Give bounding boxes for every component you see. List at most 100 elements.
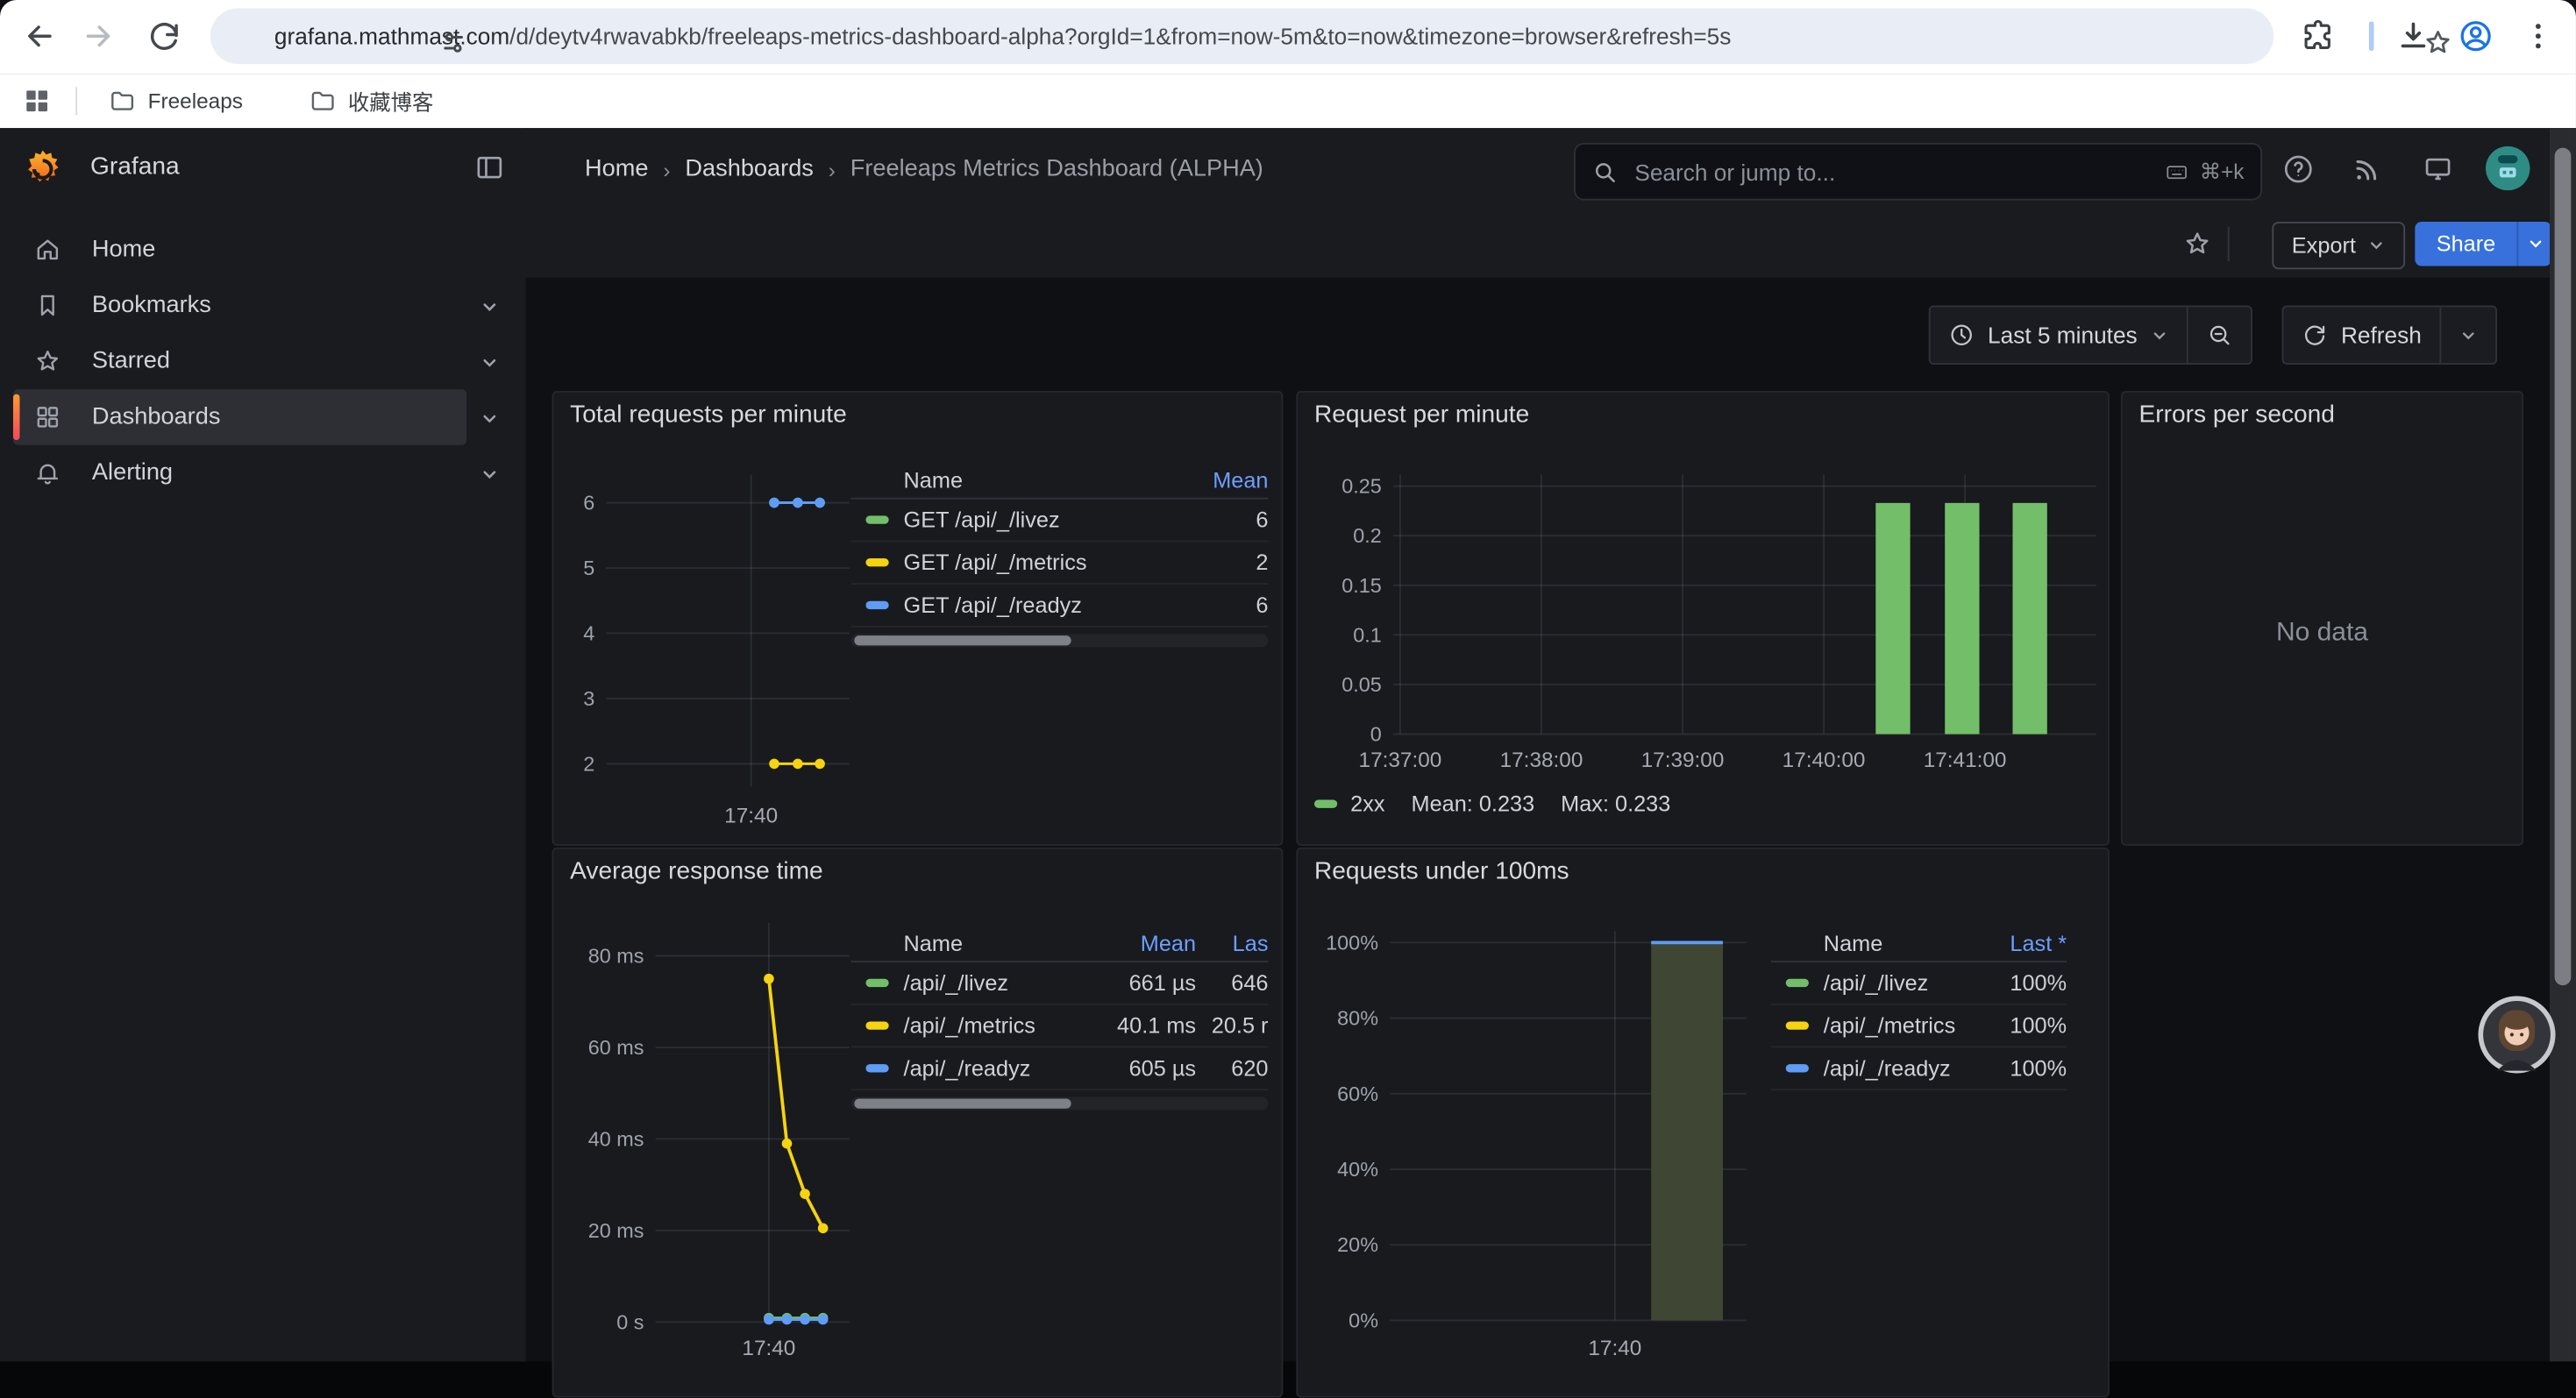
- legend-scrollbar[interactable]: [851, 634, 1269, 647]
- panel-request-per-minute: Request per minute 0.250.20.150.10.05017…: [1296, 391, 2109, 846]
- floating-assistant-avatar[interactable]: [2478, 995, 2557, 1074]
- apps-grid-icon[interactable]: [21, 85, 53, 117]
- legend-value: 6: [1192, 507, 1268, 532]
- sidebar-item-dashboards[interactable]: Dashboards: [13, 389, 466, 445]
- reload-icon[interactable]: [146, 18, 182, 54]
- chevron-down-icon[interactable]: [480, 351, 499, 371]
- sidebar-item-label: Home: [92, 237, 155, 263]
- series-name: GET /api/_/livez: [904, 507, 1060, 532]
- legend-col-name[interactable]: Name: [851, 930, 1094, 954]
- svg-text:3: 3: [583, 687, 594, 710]
- legend-row[interactable]: /api/_/readyz100%: [1771, 1047, 2067, 1090]
- home-icon: [32, 235, 62, 265]
- refresh-interval-button[interactable]: [2441, 307, 2495, 363]
- share-label[interactable]: Share: [2415, 222, 2516, 266]
- legend-col-name[interactable]: Name: [851, 467, 1193, 492]
- legend-row[interactable]: /api/_/readyz605 µs620: [851, 1047, 1269, 1090]
- forward-icon[interactable]: [81, 18, 117, 54]
- svg-text:4: 4: [583, 621, 594, 644]
- svg-text:5: 5: [583, 557, 594, 579]
- legend-col[interactable]: Las: [1196, 930, 1268, 954]
- panel-requests-under-100ms: Requests under 100ms 100%80%60%40%20%0%1…: [1296, 848, 2109, 1398]
- legend-table: NameMeanLas/api/_/livez661 µs646/api/_/m…: [851, 925, 1269, 1090]
- star-icon: [32, 346, 62, 376]
- svg-text:60%: 60%: [1337, 1082, 1378, 1105]
- extensions-icon[interactable]: [2300, 18, 2336, 54]
- search-box[interactable]: ⌘+k: [1574, 143, 2262, 201]
- legend-row[interactable]: GET /api/_/livez 6: [851, 500, 1269, 543]
- legend-col[interactable]: Mean: [1094, 930, 1196, 954]
- chevron-down-icon[interactable]: [480, 463, 499, 482]
- user-avatar[interactable]: [2486, 146, 2530, 191]
- time-range-button[interactable]: Last 5 minutes: [1930, 307, 2186, 363]
- share-button[interactable]: Share: [2415, 222, 2551, 266]
- bookmark-folder[interactable]: Freeleaps: [96, 81, 256, 120]
- profile-icon[interactable]: [2458, 18, 2494, 54]
- search-input[interactable]: [1632, 157, 2162, 187]
- svg-text:2: 2: [583, 752, 594, 775]
- monitor-icon[interactable]: [2422, 153, 2454, 185]
- svg-text:17:39:00: 17:39:00: [1641, 749, 1725, 772]
- refresh-picker[interactable]: Refresh: [2282, 306, 2498, 365]
- refresh-icon: [2302, 322, 2328, 348]
- news-rss-icon[interactable]: [2351, 153, 2383, 185]
- legend-row[interactable]: /api/_/livez661 µs646: [851, 962, 1269, 1005]
- page-scrollbar[interactable]: [2550, 128, 2576, 1361]
- chevron-down-icon: [2526, 235, 2544, 253]
- export-button[interactable]: Export: [2272, 222, 2405, 269]
- favorite-star-icon[interactable]: [2181, 228, 2213, 259]
- keyboard-icon: [2162, 160, 2192, 183]
- series-name[interactable]: 2xx: [1350, 791, 1384, 816]
- legend-row[interactable]: GET /api/_/readyz6: [851, 585, 1269, 628]
- help-icon[interactable]: [2282, 153, 2315, 185]
- url-text[interactable]: grafana.mathmast.com/d/deytv4rwavabkb/fr…: [274, 23, 1731, 49]
- zoom-out-button[interactable]: [2188, 307, 2251, 363]
- refresh-button[interactable]: Refresh: [2283, 307, 2439, 363]
- breadcrumb-item[interactable]: Dashboards: [685, 156, 813, 182]
- tune-icon[interactable]: [437, 26, 469, 59]
- download-icon[interactable]: [2395, 18, 2431, 54]
- menu-dots-icon[interactable]: [2520, 18, 2556, 54]
- legend-scrollbar-thumb[interactable]: [854, 635, 1071, 645]
- folder-icon: [309, 86, 337, 114]
- sidebar-item-starred[interactable]: Starred: [13, 333, 466, 389]
- series-swatch: [865, 601, 888, 609]
- legend-row[interactable]: /api/_/metrics40.1 ms20.5 r: [851, 1005, 1269, 1048]
- chevron-down-icon[interactable]: [480, 408, 499, 427]
- legend-row[interactable]: /api/_/metrics100%: [1771, 1005, 2067, 1048]
- svg-text:0.15: 0.15: [1341, 574, 1382, 597]
- url-domain: grafana.mathmast.com: [274, 23, 509, 49]
- share-caret-button[interactable]: [2517, 222, 2551, 266]
- bookmark-folder[interactable]: 收藏博客: [295, 81, 446, 120]
- legend-row[interactable]: /api/_/livez100%: [1771, 962, 2067, 1005]
- svg-text:17:37:00: 17:37:00: [1359, 749, 1442, 772]
- browser-window: grafana.mathmast.com/d/deytv4rwavabkb/fr…: [0, 0, 2576, 1361]
- chevron-down-icon[interactable]: [480, 295, 499, 315]
- legend-scrollbar-thumb[interactable]: [854, 1099, 1071, 1109]
- search-shortcut: ⌘+k: [2162, 159, 2245, 185]
- sidebar-item-label: Dashboards: [92, 404, 220, 430]
- grafana-logo[interactable]: [21, 148, 64, 191]
- series-swatch: [865, 1064, 888, 1072]
- legend-row[interactable]: GET /api/_/metrics2: [851, 542, 1269, 585]
- sidebar-item-alerting[interactable]: Alerting: [13, 445, 466, 501]
- legend-scrollbar[interactable]: [851, 1097, 1269, 1111]
- breadcrumb-item[interactable]: Home: [585, 156, 648, 182]
- back-icon[interactable]: [21, 18, 57, 54]
- breadcrumb: Home›Dashboards›Freeleaps Metrics Dashbo…: [585, 128, 1263, 210]
- dock-sidebar-icon[interactable]: [473, 151, 506, 183]
- sidebar-item-home[interactable]: Home: [13, 222, 466, 278]
- svg-text:80%: 80%: [1337, 1007, 1378, 1030]
- legend-inline[interactable]: 2xx Mean: 0.233 Max: 0.233: [1314, 791, 1670, 816]
- scrollbar-thumb[interactable]: [2555, 148, 2572, 986]
- sidebar-item-bookmarks[interactable]: Bookmarks: [13, 278, 466, 334]
- legend-col[interactable]: Last *: [1988, 930, 2067, 954]
- series-mean: Mean: 0.233: [1412, 791, 1535, 816]
- request-per-minute-chart[interactable]: 0.250.20.150.10.05017:37:0017:38:0017:39…: [1298, 393, 2108, 844]
- legend-col[interactable]: Mean: [1192, 467, 1268, 492]
- url-bar[interactable]: grafana.mathmast.com/d/deytv4rwavabkb/fr…: [210, 8, 2274, 64]
- legend-value: 2: [1192, 550, 1268, 575]
- time-range-picker[interactable]: Last 5 minutes: [1929, 306, 2252, 365]
- legend-value: 620: [1196, 1056, 1268, 1081]
- legend-col-name[interactable]: Name: [1771, 930, 1988, 954]
